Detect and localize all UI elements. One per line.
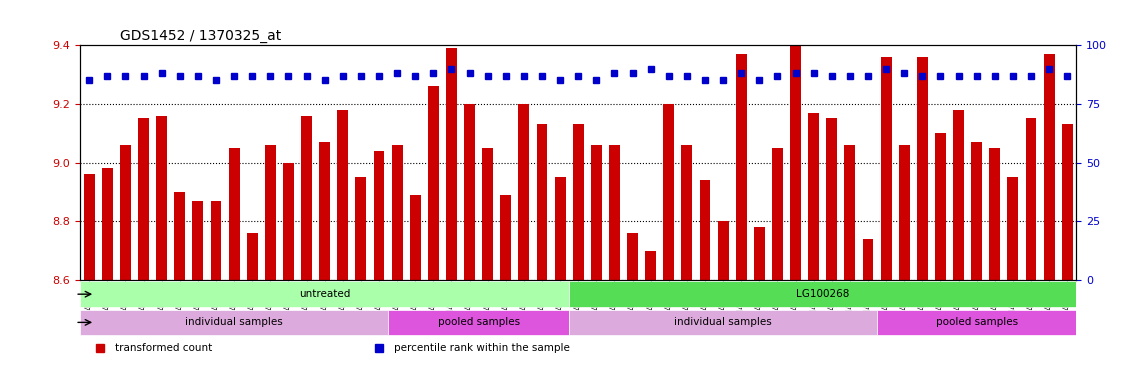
Bar bbox=[120, 145, 131, 375]
Bar bbox=[609, 145, 619, 375]
Bar bbox=[663, 104, 674, 375]
Text: pooled samples: pooled samples bbox=[935, 317, 1018, 327]
FancyBboxPatch shape bbox=[80, 282, 569, 307]
Bar bbox=[174, 192, 185, 375]
Text: GDS1452 / 1370325_at: GDS1452 / 1370325_at bbox=[120, 28, 282, 43]
Bar bbox=[264, 145, 276, 375]
Bar bbox=[827, 118, 837, 375]
Bar bbox=[681, 145, 693, 375]
Text: percentile rank within the sample: percentile rank within the sample bbox=[394, 343, 570, 353]
Bar bbox=[554, 177, 566, 375]
Bar bbox=[881, 57, 892, 375]
Bar bbox=[627, 233, 638, 375]
Bar bbox=[102, 168, 112, 375]
FancyBboxPatch shape bbox=[877, 310, 1076, 335]
FancyBboxPatch shape bbox=[80, 310, 388, 335]
Bar bbox=[482, 148, 493, 375]
Bar bbox=[700, 180, 710, 375]
Bar bbox=[247, 233, 258, 375]
Bar bbox=[1008, 177, 1018, 375]
FancyBboxPatch shape bbox=[569, 310, 877, 335]
Bar bbox=[718, 221, 728, 375]
Text: LG100268: LG100268 bbox=[796, 289, 850, 299]
Bar bbox=[845, 145, 855, 375]
Bar bbox=[84, 174, 95, 375]
Bar bbox=[1026, 118, 1036, 375]
Bar bbox=[591, 145, 602, 375]
Text: pooled samples: pooled samples bbox=[437, 317, 520, 327]
Bar bbox=[392, 145, 403, 375]
Bar bbox=[971, 142, 982, 375]
Bar bbox=[283, 162, 294, 375]
Bar bbox=[862, 239, 874, 375]
Bar bbox=[1061, 124, 1073, 375]
Bar bbox=[753, 227, 765, 375]
FancyBboxPatch shape bbox=[569, 282, 1076, 307]
Bar bbox=[447, 48, 457, 375]
Text: transformed count: transformed count bbox=[114, 343, 212, 353]
Bar bbox=[410, 195, 420, 375]
Bar bbox=[139, 118, 149, 375]
Text: individual samples: individual samples bbox=[185, 317, 283, 327]
Bar bbox=[772, 148, 783, 375]
Bar bbox=[373, 151, 385, 375]
Bar bbox=[537, 124, 547, 375]
Bar bbox=[1044, 54, 1055, 375]
Bar bbox=[935, 133, 946, 375]
Bar bbox=[646, 251, 656, 375]
Text: untreated: untreated bbox=[299, 289, 350, 299]
Bar bbox=[229, 148, 239, 375]
Bar bbox=[736, 54, 747, 375]
Bar bbox=[301, 116, 311, 375]
Bar bbox=[899, 145, 909, 375]
Bar bbox=[500, 195, 511, 375]
Bar bbox=[156, 116, 167, 375]
Bar bbox=[464, 104, 475, 375]
Bar bbox=[355, 177, 366, 375]
Bar bbox=[572, 124, 584, 375]
Bar bbox=[989, 148, 1001, 375]
Bar bbox=[192, 201, 204, 375]
Bar bbox=[319, 142, 330, 375]
Text: individual samples: individual samples bbox=[674, 317, 772, 327]
Bar bbox=[211, 201, 221, 375]
Bar bbox=[790, 0, 802, 375]
Bar bbox=[428, 86, 439, 375]
Bar bbox=[519, 104, 529, 375]
Bar bbox=[953, 110, 964, 375]
Bar bbox=[808, 112, 819, 375]
FancyBboxPatch shape bbox=[388, 310, 569, 335]
Bar bbox=[338, 110, 348, 375]
Bar bbox=[917, 57, 927, 375]
